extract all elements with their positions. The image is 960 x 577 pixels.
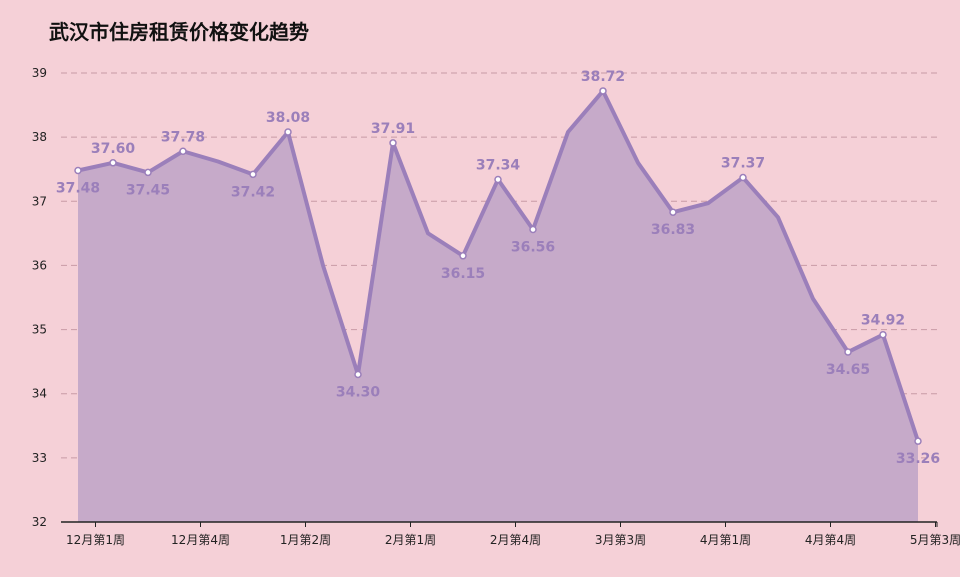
data-point: [879, 330, 887, 339]
data-point: [354, 370, 362, 379]
data-label: 38.72: [581, 69, 625, 85]
y-tick-label: 34: [32, 387, 47, 401]
data-label: 37.91: [371, 121, 415, 137]
data-label: 33.26: [896, 451, 940, 467]
y-tick-label: 36: [32, 258, 47, 272]
data-point: [179, 147, 187, 156]
x-tick-label: 5月第3周: [910, 533, 960, 547]
data-label: 37.60: [91, 141, 136, 157]
y-tick-label: 32: [32, 515, 47, 529]
y-tick-label: 33: [32, 451, 47, 465]
data-label: 37.42: [231, 184, 275, 200]
chart-title: 武汉市住房租赁价格变化趋势: [49, 20, 309, 44]
data-label: 37.45: [126, 182, 170, 198]
data-label: 37.78: [161, 129, 205, 145]
x-tick-label: 12月第1周: [66, 533, 125, 547]
y-tick-label: 37: [32, 194, 47, 208]
data-point: [74, 166, 82, 175]
data-label: 37.34: [476, 157, 521, 173]
data-point: [459, 252, 467, 260]
data-point: [109, 159, 117, 167]
x-tick-label: 2月第1周: [385, 533, 436, 547]
x-tick-label: 3月第3周: [595, 533, 646, 547]
x-tick-label: 4月第1周: [700, 533, 751, 547]
y-tick-label: 35: [32, 323, 47, 337]
data-label: 36.83: [651, 222, 695, 238]
data-point: [144, 168, 152, 177]
data-point: [494, 175, 502, 184]
data-point: [844, 348, 852, 356]
x-tick-label: 2月第4周: [490, 533, 541, 547]
data-point: [529, 225, 537, 234]
y-tick-label: 38: [32, 130, 47, 144]
data-label: 34.92: [861, 313, 905, 329]
data-label: 38.08: [266, 110, 310, 126]
data-point: [249, 170, 257, 179]
data-point: [914, 437, 922, 445]
data-point: [669, 208, 677, 216]
data-label: 36.15: [441, 266, 485, 282]
x-tick-label: 12月第4周: [171, 533, 230, 547]
y-tick-label: 39: [32, 66, 47, 80]
data-label: 36.56: [511, 240, 555, 256]
data-point: [599, 87, 607, 95]
data-label: 37.48: [56, 180, 100, 196]
x-tick-label: 1月第2周: [280, 533, 331, 547]
x-tick-label: 4月第4周: [805, 533, 856, 547]
data-point: [284, 128, 292, 136]
series-area: [78, 90, 918, 523]
data-label: 34.30: [336, 384, 381, 400]
data-label: 34.65: [826, 362, 870, 378]
data-point: [739, 173, 747, 182]
data-label: 37.37: [721, 156, 765, 172]
data-point: [389, 139, 397, 147]
